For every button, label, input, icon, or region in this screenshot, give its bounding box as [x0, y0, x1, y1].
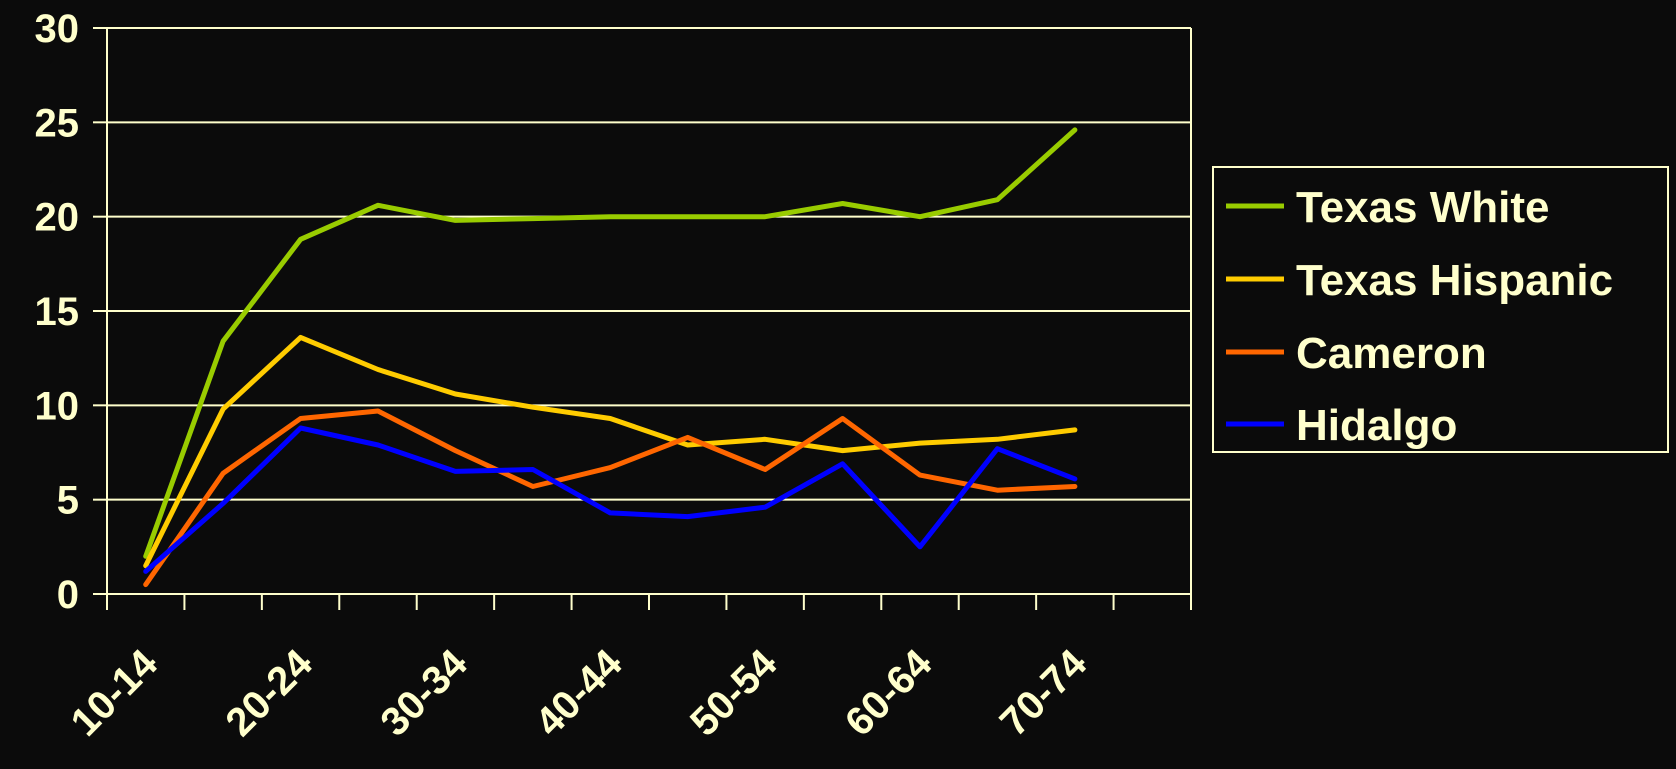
axes	[93, 27, 1192, 610]
legend-label-cameron: Cameron	[1296, 329, 1487, 378]
y-tick-label-0: 0	[57, 573, 79, 617]
y-tick-label-5: 5	[57, 479, 79, 523]
legend-label-texas-white: Texas White	[1296, 183, 1549, 232]
legend: Texas White Texas Hispanic Cameron Hidalgo	[1212, 166, 1669, 453]
legend-box	[1212, 166, 1669, 453]
y-tick-label-20: 20	[35, 196, 80, 240]
legend-label-texas-hispanic: Texas Hispanic	[1296, 256, 1613, 305]
y-axis-tick-labels: 0 5 10 15 20 25 30	[35, 7, 80, 617]
series-line-hidalgo	[143, 425, 1078, 574]
y-tick-label-15: 15	[35, 290, 80, 334]
series-line-cameron	[143, 408, 1078, 588]
y-tick-label-25: 25	[35, 101, 80, 145]
series-line-texas-white	[143, 127, 1078, 559]
series-line-texas-hispanic	[143, 334, 1078, 569]
legend-label-hidalgo: Hidalgo	[1296, 401, 1457, 450]
y-tick-label-30: 30	[35, 7, 80, 51]
series-lines	[143, 127, 1078, 588]
y-tick-label-10: 10	[35, 384, 80, 428]
